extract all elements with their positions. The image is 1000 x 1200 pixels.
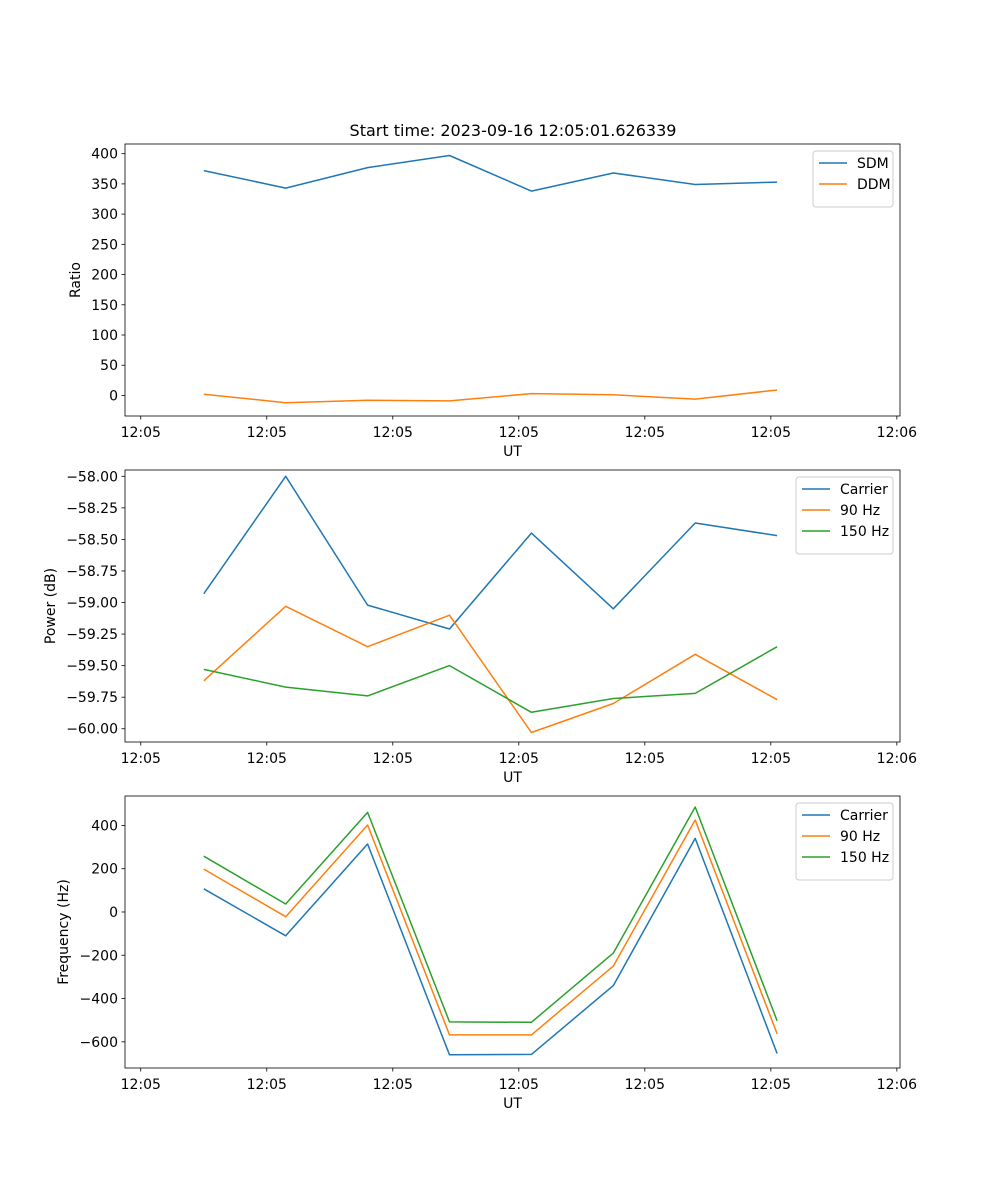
power-legend: Carrier 90 Hz 150 Hz bbox=[795, 476, 894, 555]
ratio-x-tick-label: 12:05 bbox=[247, 425, 287, 441]
ratio-x-tick-label: 12:05 bbox=[373, 425, 413, 441]
power-series-line-90-hz bbox=[203, 605, 778, 734]
power-x-tick-label: 12:05 bbox=[499, 751, 539, 767]
power-y-tick-label: −59.50 bbox=[66, 659, 118, 675]
ratio-y-tick-label: 0 bbox=[109, 388, 118, 404]
frequency-y-tick-label: 200 bbox=[91, 862, 118, 878]
power-y-tick-label: −59.25 bbox=[66, 627, 118, 643]
frequency-x-tick-label: 12:05 bbox=[625, 1077, 665, 1093]
frequency-x-tick-label: 12:06 bbox=[877, 1077, 917, 1093]
power-legend-label: 150 Hz bbox=[840, 524, 889, 540]
frequency-y-tick-label: −400 bbox=[80, 992, 118, 1008]
frequency-axes-frame bbox=[124, 795, 901, 1069]
ratio-x-axis-label: UT bbox=[503, 444, 522, 460]
ratio-x-tick-label: 12:05 bbox=[751, 425, 791, 441]
power-y-tick-label: −58.50 bbox=[66, 532, 118, 548]
frequency-x-axis-label: UT bbox=[503, 1096, 522, 1112]
frequency-y-tick-label: −200 bbox=[80, 948, 118, 964]
ratio-x-tick-label: 12:05 bbox=[499, 425, 539, 441]
power-x-tick-label: 12:05 bbox=[247, 751, 287, 767]
power-y-tick-label: −58.25 bbox=[66, 501, 118, 517]
frequency-legend-label: Carrier bbox=[840, 808, 888, 824]
power-x-tick-label: 12:05 bbox=[625, 751, 665, 767]
power-x-axis-label: UT bbox=[503, 770, 522, 786]
power-legend-label: 90 Hz bbox=[840, 503, 880, 519]
frequency-series-line-150-hz bbox=[203, 806, 778, 1024]
ratio-y-tick-label: 100 bbox=[91, 328, 118, 344]
ratio-y-tick-label: 200 bbox=[91, 268, 118, 284]
power-x-tick-label: 12:05 bbox=[373, 751, 413, 767]
power-y-tick-label: −58.75 bbox=[66, 564, 118, 580]
ratio-y-axis-label: Ratio bbox=[68, 262, 84, 298]
power-x-tick-label: 12:05 bbox=[751, 751, 791, 767]
ratio-y-tick-label: 250 bbox=[91, 237, 118, 253]
frequency-legend-label: 90 Hz bbox=[840, 829, 880, 845]
frequency-series-line-carrier bbox=[203, 837, 778, 1056]
power-y-tick-label: −60.00 bbox=[66, 722, 118, 738]
frequency-x-tick-label: 12:05 bbox=[499, 1077, 539, 1093]
frequency-legend: Carrier 90 Hz 150 Hz bbox=[795, 802, 894, 881]
power-y-tick-label: −59.75 bbox=[66, 690, 118, 706]
ratio-series-line-sdm bbox=[203, 154, 778, 192]
frequency-x-tick-label: 12:05 bbox=[751, 1077, 791, 1093]
power-y-tick-label: −59.00 bbox=[66, 596, 118, 612]
ratio-y-tick-label: 50 bbox=[100, 358, 118, 374]
frequency-series-line-90-hz bbox=[203, 819, 778, 1036]
ratio-legend: SDM DDM bbox=[812, 150, 894, 208]
ratio-legend-label: SDM bbox=[857, 156, 889, 172]
ratio-y-tick-label: 300 bbox=[91, 207, 118, 223]
frequency-legend-label: 150 Hz bbox=[840, 850, 889, 866]
ratio-x-tick-label: 12:05 bbox=[625, 425, 665, 441]
power-series-line-carrier bbox=[203, 475, 778, 630]
power-legend-box bbox=[795, 476, 894, 555]
power-y-axis-label: Power (dB) bbox=[43, 568, 59, 644]
ratio-x-tick-label: 12:06 bbox=[877, 425, 917, 441]
frequency-x-tick-label: 12:05 bbox=[247, 1077, 287, 1093]
frequency-y-axis-label: Frequency (Hz) bbox=[56, 879, 72, 985]
power-x-tick-label: 12:06 bbox=[877, 751, 917, 767]
frequency-y-tick-label: 400 bbox=[91, 818, 118, 834]
frequency-x-tick-label: 12:05 bbox=[121, 1077, 161, 1093]
frequency-legend-box bbox=[795, 802, 894, 881]
power-panel: 12:05 12:05 12:05 12:05 12:05 12:05 12:06 −60.0… bbox=[43, 469, 917, 786]
ratio-y-tick-label: 150 bbox=[91, 298, 118, 314]
power-series-line-150-hz bbox=[203, 646, 778, 714]
ratio-panel: 12:05 12:05 12:05 12:05 12:05 12:05 12:06 0 50 10… bbox=[68, 143, 917, 460]
ratio-series-line-ddm bbox=[203, 389, 778, 404]
chart-title: Start time: 2023-09-16 12:05:01.626339 bbox=[350, 121, 677, 140]
frequency-y-tick-label: −600 bbox=[80, 1035, 118, 1051]
power-x-tick-label: 12:05 bbox=[121, 751, 161, 767]
frequency-x-tick-label: 12:05 bbox=[373, 1077, 413, 1093]
ratio-y-tick-label: 400 bbox=[91, 147, 118, 163]
frequency-panel: 12:05 12:05 12:05 12:05 12:05 12:05 12:06 −600 −… bbox=[56, 795, 917, 1112]
ratio-y-tick-label: 350 bbox=[91, 177, 118, 193]
frequency-y-tick-label: 0 bbox=[109, 905, 118, 921]
power-legend-label: Carrier bbox=[840, 482, 888, 498]
ratio-x-tick-label: 12:05 bbox=[121, 425, 161, 441]
ratio-axes-frame bbox=[124, 143, 901, 417]
power-y-tick-label: −58.00 bbox=[66, 469, 118, 485]
ratio-legend-label: DDM bbox=[857, 177, 891, 193]
power-axes-frame bbox=[124, 469, 901, 743]
ratio-legend-box bbox=[812, 150, 894, 208]
